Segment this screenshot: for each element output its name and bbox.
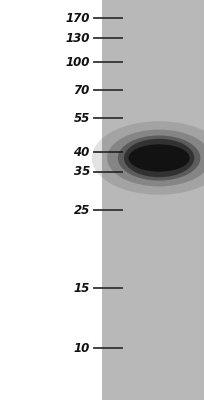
Text: 55: 55: [73, 112, 90, 124]
Ellipse shape: [124, 139, 194, 177]
Bar: [102, 0, 204, 400]
Text: 170: 170: [65, 12, 90, 24]
Ellipse shape: [118, 136, 200, 180]
Text: 15: 15: [73, 282, 90, 294]
Text: 35: 35: [73, 166, 90, 178]
Text: 10: 10: [73, 342, 90, 354]
Text: 70: 70: [73, 84, 90, 96]
Ellipse shape: [92, 121, 204, 195]
Text: 40: 40: [73, 146, 90, 158]
Text: 100: 100: [65, 56, 90, 68]
Ellipse shape: [107, 130, 204, 186]
Text: 130: 130: [65, 32, 90, 44]
Text: 25: 25: [73, 204, 90, 216]
Ellipse shape: [129, 144, 190, 172]
